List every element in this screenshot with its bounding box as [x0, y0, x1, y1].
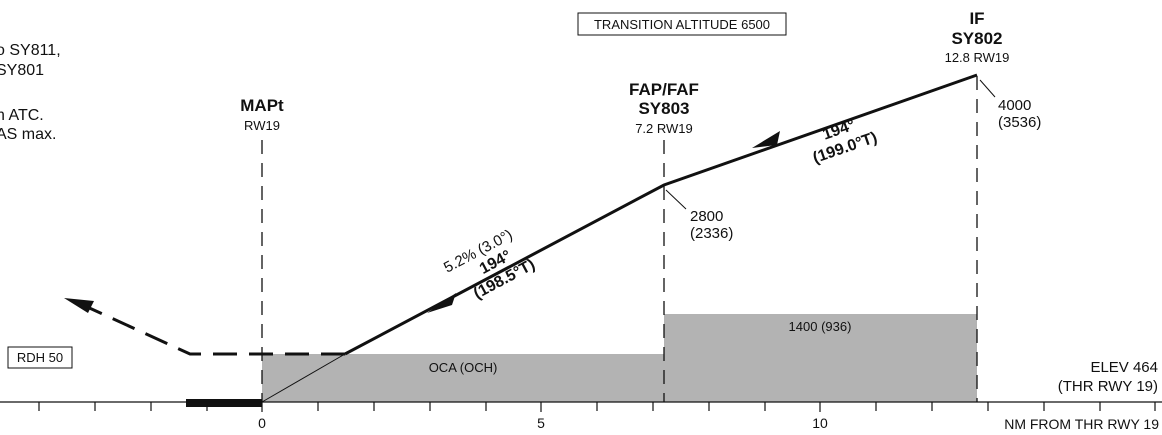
axis-tick-label: 5 [537, 415, 545, 431]
if-distance: 12.8 RW19 [945, 50, 1010, 65]
rdh-box [7, 346, 73, 369]
faf-distance: 7.2 RW19 [635, 121, 693, 136]
runway-bar [186, 399, 262, 407]
note-line: SY801 [0, 62, 44, 79]
oca-label: OCA (OCH) [429, 360, 498, 375]
axis-title: NM FROM THR RWY 19 [1004, 416, 1159, 432]
threshold-guide-line [261, 353, 346, 403]
oca-area [262, 354, 664, 402]
if-name: IF [969, 9, 984, 28]
transition-altitude-box [577, 12, 787, 36]
faf-name: FAP/FAF [629, 80, 699, 99]
upper-obstacle-area [664, 314, 977, 402]
axis-ticks [38, 402, 1156, 412]
if-waypoint: SY802 [951, 29, 1002, 48]
final-segment-arrow [427, 293, 456, 313]
upper-segment-arrow [752, 131, 780, 148]
note-line: AS max. [0, 126, 56, 143]
faf-waypoint: SY803 [638, 99, 689, 118]
upper-segment-labels: 194° (199.0°T) [811, 117, 880, 167]
if-altitude-leader [979, 79, 996, 98]
if-altitude: 4000 [998, 97, 1031, 114]
mapt-name: MAPt [240, 96, 284, 115]
note-line: o SY811, [0, 42, 61, 59]
faf-altitude-leader [665, 189, 687, 210]
faf-altitude: 2800 [690, 208, 723, 225]
axis-tick-label: 0 [258, 415, 266, 431]
rdh-label: RDH 50 [17, 350, 63, 365]
elevation-reference: (THR RWY 19) [1058, 378, 1158, 395]
faf-height: (2336) [690, 225, 733, 242]
if-height: (3536) [998, 114, 1041, 131]
upper-obstacle-label: 1400 (936) [789, 319, 852, 334]
transition-altitude-label: TRANSITION ALTITUDE 6500 [594, 17, 770, 32]
missed-approach-path [84, 304, 345, 356]
elevation-value: ELEV 464 [1090, 359, 1158, 376]
missed-approach-arrow [64, 298, 94, 313]
mapt-distance: RW19 [244, 118, 280, 133]
note-line: n ATC. [0, 107, 44, 124]
axis-tick-label: 10 [812, 415, 828, 431]
